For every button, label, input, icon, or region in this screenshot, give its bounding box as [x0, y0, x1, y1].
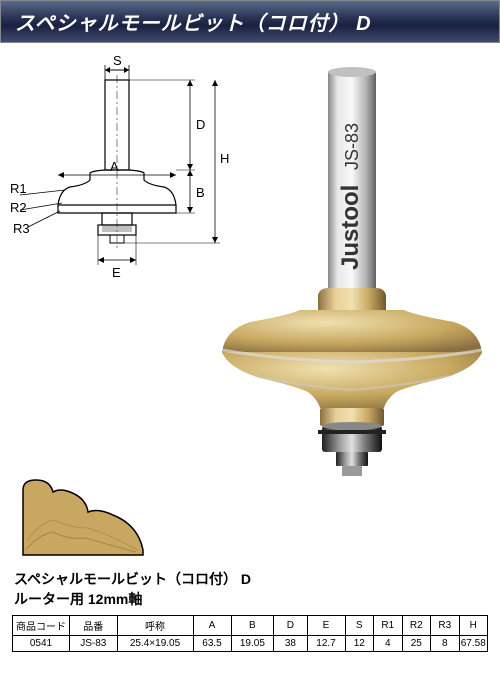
td-r2: 25 [402, 636, 431, 652]
spec-table: 商品コード 品番 呼称 A B D E S R1 R2 R3 H 0541 [12, 615, 488, 652]
th-b: B [231, 616, 274, 636]
product-title-text: スペシャルモールビット（コロ付） D [15, 13, 372, 35]
diagram-svg: S A R1 R2 R3 [10, 55, 230, 315]
th-a: A [193, 616, 231, 636]
td-r1: 4 [374, 636, 403, 652]
th-e: E [307, 616, 345, 636]
td-e: 12.7 [307, 636, 345, 652]
dim-label-s: S [113, 55, 122, 68]
td-h: 67.58 [459, 636, 488, 652]
th-code: 商品コード [13, 616, 70, 636]
td-b: 19.05 [231, 636, 274, 652]
td-a: 63.5 [193, 636, 231, 652]
model-label: JS-83 [342, 123, 362, 170]
th-h: H [459, 616, 488, 636]
product-photo: Justool JS-83 [200, 60, 490, 490]
th-r3: R3 [431, 616, 460, 636]
td-s: 12 [345, 636, 374, 652]
brand-label: Justool [337, 185, 364, 270]
product-title-bar: スペシャルモールビット（コロ付） D [0, 0, 500, 43]
profile-svg [18, 470, 158, 560]
th-partno: 品番 [70, 616, 118, 636]
profile-shape [18, 470, 158, 560]
page-root: スペシャルモールビット（コロ付） D S A [0, 0, 500, 700]
th-s: S [345, 616, 374, 636]
th-name: 呼称 [117, 616, 193, 636]
td-d: 38 [274, 636, 307, 652]
dim-label-r1: R1 [10, 181, 27, 196]
photo-svg: Justool JS-83 [200, 60, 490, 490]
subtitle-line2: ルーター用 12mm軸 [14, 590, 251, 610]
technical-diagram: S A R1 R2 R3 [10, 55, 230, 315]
th-r2: R2 [402, 616, 431, 636]
td-name: 25.4×19.05 [117, 636, 193, 652]
dim-label-a: A [110, 159, 119, 174]
dim-label-e: E [112, 265, 121, 280]
table-row: 0541 JS-83 25.4×19.05 63.5 19.05 38 12.7… [13, 636, 488, 652]
th-r1: R1 [374, 616, 403, 636]
td-partno: JS-83 [70, 636, 118, 652]
subtitle-line1: スペシャルモールビット（コロ付） D [14, 570, 251, 590]
dim-label-r3: R3 [13, 221, 30, 236]
spec-table-wrapper: 商品コード 品番 呼称 A B D E S R1 R2 R3 H 0541 [12, 615, 488, 652]
td-code: 0541 [13, 636, 70, 652]
subtitle-block: スペシャルモールビット（コロ付） D ルーター用 12mm軸 [14, 570, 251, 609]
td-r3: 8 [431, 636, 460, 652]
th-d: D [274, 616, 307, 636]
dim-label-r2: R2 [10, 200, 27, 215]
table-header-row: 商品コード 品番 呼称 A B D E S R1 R2 R3 H [13, 616, 488, 636]
